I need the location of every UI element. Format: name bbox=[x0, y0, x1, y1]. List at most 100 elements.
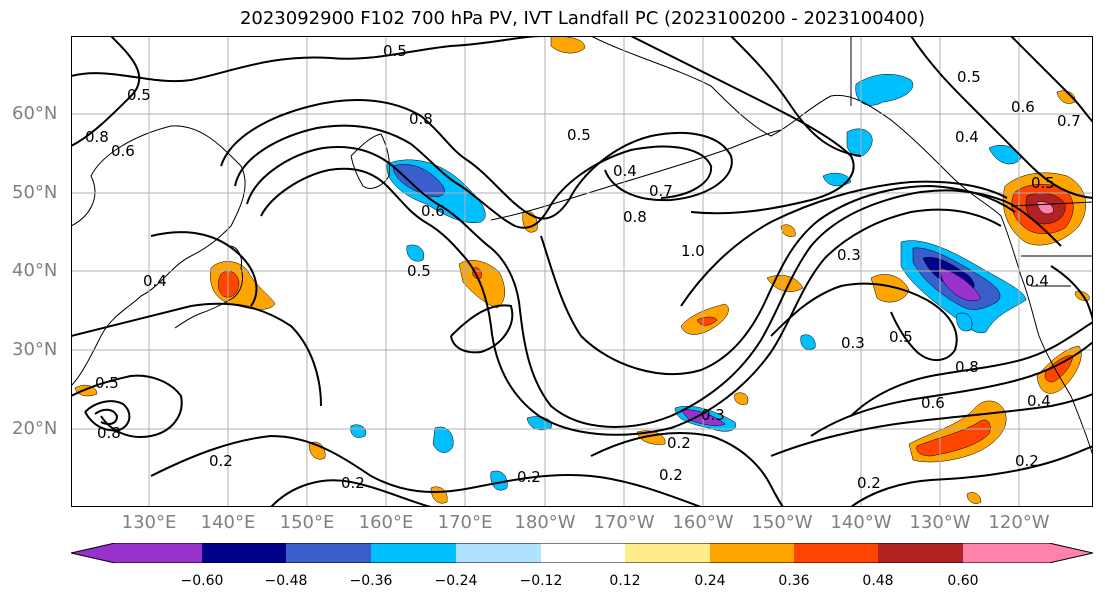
lon-label-160e: 160°E bbox=[358, 512, 414, 533]
contour-x bbox=[850, 445, 1093, 507]
contour-l bbox=[1010, 36, 1093, 123]
lon-label-120w: 120°W bbox=[988, 512, 1050, 533]
clabel-8: 0.8 bbox=[623, 208, 647, 226]
clabel-35: 0.2 bbox=[209, 452, 233, 470]
contour-u bbox=[150, 434, 702, 507]
clabel-24: 0.4 bbox=[1025, 272, 1049, 290]
contour-t bbox=[71, 302, 322, 407]
contour-q bbox=[71, 374, 183, 438]
clabel-33: 0.4 bbox=[1027, 392, 1051, 410]
contour-i bbox=[630, 36, 855, 215]
colorbar-tick-7: 0.24 bbox=[694, 573, 726, 589]
clabel-4: 0.8 bbox=[85, 128, 109, 146]
pos-shade-n11 bbox=[966, 492, 982, 504]
clabel-19: 0.3 bbox=[837, 246, 861, 264]
neg-shade-s5 bbox=[800, 334, 816, 350]
map-panel: 0.5 0.5 0.8 0.8 0.5 0.4 0.7 0.8 1.0 0.6 … bbox=[71, 36, 1093, 507]
neg-shade-s7 bbox=[956, 312, 973, 332]
lon-label-130w: 130°W bbox=[909, 512, 971, 533]
colorbar-seg-9 bbox=[878, 543, 963, 563]
clabel-18: 0.5 bbox=[1031, 174, 1055, 192]
colorbar-tick-10: 0.60 bbox=[947, 573, 979, 589]
pos-shade-japan-hi bbox=[218, 271, 240, 298]
clabel-12: 0.5 bbox=[407, 262, 431, 280]
lon-label-180w: 180°W bbox=[514, 512, 576, 533]
colorbar-seg-7 bbox=[710, 543, 794, 563]
clabel-26: 0.8 bbox=[97, 424, 121, 442]
clabel-16: 0.7 bbox=[1057, 112, 1081, 130]
colorbar-seg-10 bbox=[963, 543, 1093, 563]
contour-z bbox=[150, 231, 258, 307]
clabel-20: 0.3 bbox=[841, 334, 865, 352]
contour-y bbox=[450, 304, 514, 354]
colorbar-tick-2: −0.48 bbox=[264, 573, 308, 589]
contour-m bbox=[770, 282, 958, 361]
pos-shade-baja-hi bbox=[1044, 355, 1074, 383]
lon-label-160w: 160°W bbox=[672, 512, 734, 533]
pos-shade-140w bbox=[870, 274, 910, 303]
clabel-23: 0.6 bbox=[921, 394, 945, 412]
colorbar-seg-4 bbox=[456, 543, 541, 563]
neg-shade-aleut bbox=[822, 172, 852, 187]
clabel-32: 0.3 bbox=[701, 406, 725, 424]
contour-e bbox=[246, 146, 1062, 428]
colorbar-seg-8 bbox=[794, 543, 878, 563]
colorbar-tick-6: 0.12 bbox=[609, 573, 641, 589]
lon-label-140w: 140°W bbox=[830, 512, 892, 533]
pv-contours bbox=[71, 36, 1093, 507]
colorbar-seg-5 bbox=[541, 543, 625, 563]
clabel-29: 0.2 bbox=[667, 434, 691, 452]
coast-na-west bbox=[1000, 215, 1093, 457]
lon-label-140e: 140°E bbox=[200, 512, 256, 533]
gridlines bbox=[71, 36, 1093, 507]
clabel-30: 0.2 bbox=[659, 466, 683, 484]
colorbar-seg-2 bbox=[286, 543, 371, 563]
lon-label-150w: 150°W bbox=[751, 512, 813, 533]
figure-title: 2023092900 F102 700 hPa PV, IVT Landfall… bbox=[239, 8, 926, 29]
colorbar-tick-8: 0.36 bbox=[778, 573, 810, 589]
neg-shade-bc bbox=[988, 145, 1022, 165]
coast-aleutians bbox=[490, 129, 782, 221]
coast-alaska bbox=[590, 36, 1002, 217]
contour-f bbox=[260, 167, 1002, 436]
clabel-1: 0.5 bbox=[383, 42, 407, 60]
contour-w bbox=[590, 431, 784, 507]
clabel-14: 0.5 bbox=[957, 68, 981, 86]
contour-b bbox=[71, 36, 141, 147]
pos-shade-160w-hi bbox=[696, 316, 718, 326]
shading-layer bbox=[74, 36, 1090, 504]
contour-o bbox=[810, 341, 1093, 437]
neg-shade-alaska bbox=[846, 128, 873, 157]
pos-shade-n6 bbox=[734, 392, 749, 405]
clabel-13: 0.4 bbox=[143, 272, 167, 290]
pos-shade-170e bbox=[458, 260, 505, 309]
lat-label-20n: 20°N bbox=[12, 418, 58, 439]
colorbar-tick-1: −0.60 bbox=[180, 573, 224, 589]
clabel-21: 0.5 bbox=[889, 328, 913, 346]
neg-shade-gulf bbox=[855, 73, 914, 106]
lat-label-50n: 50°N bbox=[12, 182, 58, 203]
contour-labels: 0.5 0.5 0.8 0.8 0.5 0.4 0.7 0.8 1.0 0.6 … bbox=[85, 42, 1081, 492]
clabel-34: 0.2 bbox=[1015, 452, 1039, 470]
contour-n bbox=[850, 321, 1093, 417]
lat-label-30n: 30°N bbox=[12, 339, 58, 360]
colorbar-seg-3 bbox=[371, 543, 456, 563]
contour-j bbox=[730, 36, 862, 157]
lon-label-130e: 130°E bbox=[121, 512, 177, 533]
clabel-2: 0.5 bbox=[127, 86, 151, 104]
contour-k bbox=[910, 36, 1093, 199]
coastlines bbox=[71, 36, 1093, 457]
colorbar-seg-1 bbox=[202, 543, 286, 563]
colorbar bbox=[71, 543, 1093, 563]
colorbar-seg-0 bbox=[71, 543, 202, 563]
contour-c bbox=[220, 99, 733, 220]
clabel-15: 0.6 bbox=[1011, 98, 1035, 116]
contour-r bbox=[84, 400, 131, 432]
contour-a bbox=[71, 36, 542, 83]
clabel-25: 0.5 bbox=[95, 374, 119, 392]
clabel-6: 0.4 bbox=[613, 162, 637, 180]
neg-shade-kuril-core bbox=[392, 164, 445, 197]
lon-label-170e: 170°E bbox=[437, 512, 493, 533]
neg-shade-s4 bbox=[350, 424, 367, 438]
neg-shade-s6 bbox=[406, 244, 425, 262]
